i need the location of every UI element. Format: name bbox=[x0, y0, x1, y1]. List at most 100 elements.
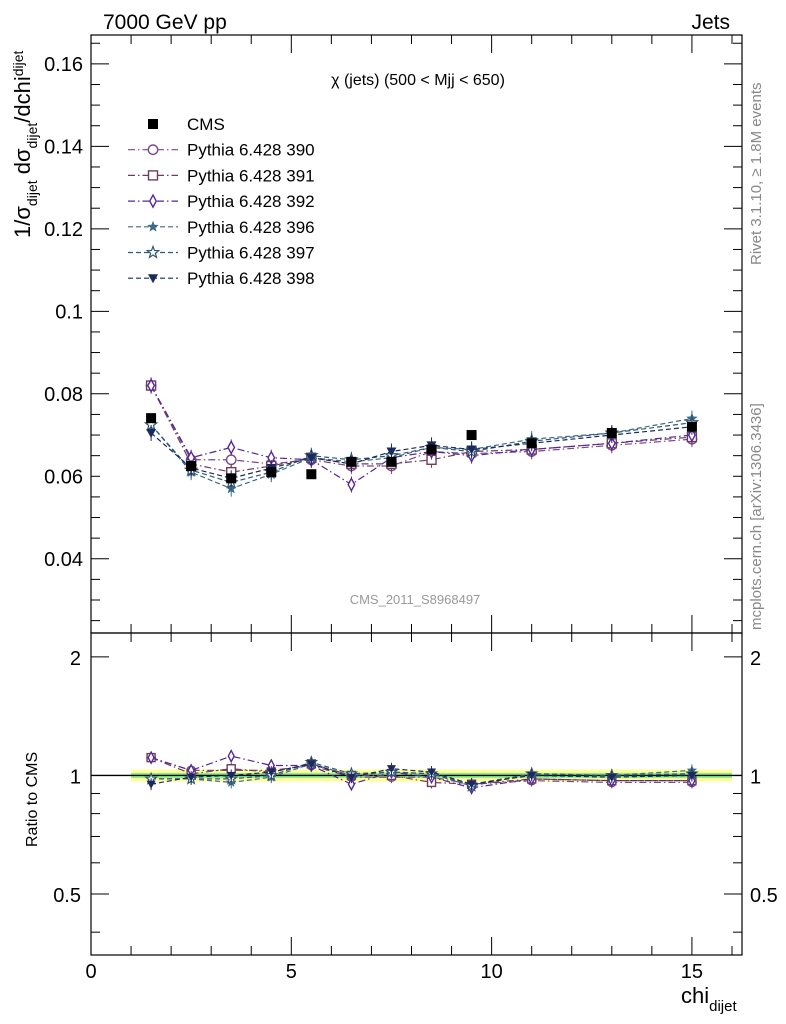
data-point bbox=[466, 445, 477, 455]
data-point bbox=[148, 193, 158, 209]
legend-item-p397: Pythia 6.428 397 bbox=[128, 244, 315, 263]
y-tick-label: 0.08 bbox=[44, 384, 83, 406]
x-tick-label: 10 bbox=[480, 961, 502, 983]
ratio-axis-ticks: 0.5 0.5 1 1 2 2 0 5 10 15 bbox=[53, 633, 778, 983]
data-point bbox=[266, 768, 276, 777]
main-series-group bbox=[143, 377, 700, 497]
xlabel-main: chi bbox=[681, 983, 709, 1008]
ratio-series-p398 bbox=[146, 757, 697, 791]
ratio-series-line bbox=[150, 763, 692, 785]
x-tick-label: 0 bbox=[85, 961, 96, 983]
ratio-y-axis-label: Ratio to CMS bbox=[24, 752, 41, 847]
x-axis-label: chidijet bbox=[681, 983, 737, 1015]
data-point bbox=[266, 467, 277, 478]
data-point bbox=[147, 378, 156, 394]
main-y-axis-label: 1/σdijet dσdijet/dchidijet bbox=[10, 50, 40, 238]
data-point bbox=[467, 780, 477, 789]
y-tick-label: 0.1 bbox=[55, 301, 83, 323]
legend-item-p390: Pythia 6.428 390 bbox=[128, 141, 315, 160]
legend-label: CMS bbox=[187, 115, 225, 134]
y-tick-label: 0.04 bbox=[44, 549, 83, 571]
data-point bbox=[147, 170, 159, 181]
data-point bbox=[227, 439, 236, 455]
data-point bbox=[227, 749, 235, 764]
data-point bbox=[346, 456, 357, 467]
legend-item-cms: CMS bbox=[148, 115, 225, 134]
legend-label: Pythia 6.428 398 bbox=[187, 269, 315, 288]
data-point bbox=[427, 768, 437, 777]
y-tick-label: 0.12 bbox=[44, 219, 83, 241]
data-point bbox=[306, 760, 316, 769]
legend-item-p398: Pythia 6.428 398 bbox=[128, 269, 315, 288]
data-point bbox=[226, 771, 236, 780]
y-tick-label: 0.14 bbox=[44, 136, 83, 158]
legend-label: Pythia 6.428 392 bbox=[187, 192, 315, 211]
y-tick-label: 0.16 bbox=[44, 54, 83, 76]
legend: CMS Pythia 6.428 390 Pythia 6.428 391 Pythi… bbox=[128, 115, 315, 288]
data-point bbox=[147, 750, 155, 765]
legend-label: Pythia 6.428 390 bbox=[187, 141, 315, 160]
panel-title: χ (jets) (500 < Mjj < 650) bbox=[331, 72, 505, 89]
data-point bbox=[426, 444, 437, 455]
data-point bbox=[347, 777, 356, 792]
rivet-label: Rivet 3.1.10, ≥ 1.8M events bbox=[748, 83, 765, 266]
data-point bbox=[147, 220, 159, 232]
x-tick-label: 15 bbox=[681, 961, 703, 983]
data-point bbox=[607, 773, 617, 782]
ratio-y-tick-label-right: 2 bbox=[750, 648, 761, 670]
ratio-panel-frame bbox=[90, 632, 743, 956]
data-point bbox=[147, 144, 159, 156]
y-tick-label: 0.06 bbox=[44, 466, 83, 488]
legend-item-p392: Pythia 6.428 392 bbox=[128, 192, 315, 211]
data-point bbox=[527, 771, 537, 780]
ratio-series-line bbox=[150, 757, 692, 785]
legend-label: Pythia 6.428 397 bbox=[187, 244, 315, 263]
ylabel-sub-b: dijet bbox=[24, 123, 40, 149]
data-point bbox=[687, 771, 697, 780]
data-point bbox=[386, 765, 396, 774]
data-point bbox=[186, 460, 197, 471]
main-axis-ticks: 0.04 0.06 0.08 0.1 0.12 0.14 0.16 bbox=[44, 35, 742, 633]
ylabel-part-c: /dchi bbox=[10, 76, 35, 122]
data-point bbox=[607, 435, 616, 451]
data-point bbox=[148, 274, 158, 284]
data-point bbox=[146, 428, 157, 438]
ratio-y-tick-label-right: 1 bbox=[750, 766, 761, 788]
data-point bbox=[346, 773, 356, 782]
header-right: Jets bbox=[691, 11, 730, 34]
data-point bbox=[306, 453, 317, 463]
ratio-y-tick-label: 1 bbox=[70, 766, 81, 788]
data-point bbox=[146, 413, 157, 424]
data-point bbox=[386, 456, 397, 467]
ratio-series-group bbox=[144, 749, 699, 795]
ratio-series-line bbox=[150, 755, 692, 789]
data-point bbox=[686, 421, 697, 432]
data-point bbox=[306, 469, 317, 480]
series-cms bbox=[146, 413, 697, 484]
data-point bbox=[386, 447, 397, 457]
ylabel-sub-c: dijet bbox=[10, 50, 26, 76]
legend-label: Pythia 6.428 391 bbox=[187, 166, 315, 185]
legend-item-p396: Pythia 6.428 396 bbox=[128, 218, 315, 237]
ratio-y-tick-label: 0.5 bbox=[53, 885, 81, 907]
data-point bbox=[146, 780, 156, 789]
data-point bbox=[145, 244, 161, 259]
ratio-y-tick-label: 2 bbox=[70, 648, 81, 670]
data-point bbox=[606, 427, 617, 438]
watermark: CMS_2011_S8968497 bbox=[350, 592, 481, 607]
ylabel-part-a: 1/σ bbox=[10, 206, 35, 238]
mcplots-label: mcplots.cern.ch [arXiv:1306.3436] bbox=[748, 403, 765, 630]
series-p390 bbox=[145, 377, 698, 474]
legend-label: Pythia 6.428 396 bbox=[187, 218, 315, 237]
data-point bbox=[466, 430, 477, 441]
x-tick-label: 5 bbox=[286, 961, 297, 983]
data-point bbox=[526, 438, 537, 449]
ylabel-part-b: dσ bbox=[10, 148, 35, 180]
data-point bbox=[148, 119, 158, 129]
xlabel-sub: dijet bbox=[709, 998, 737, 1015]
legend-item-p391: Pythia 6.428 391 bbox=[128, 166, 315, 185]
series-line bbox=[150, 385, 692, 467]
ratio-series-line bbox=[150, 757, 692, 785]
data-point bbox=[687, 427, 696, 443]
